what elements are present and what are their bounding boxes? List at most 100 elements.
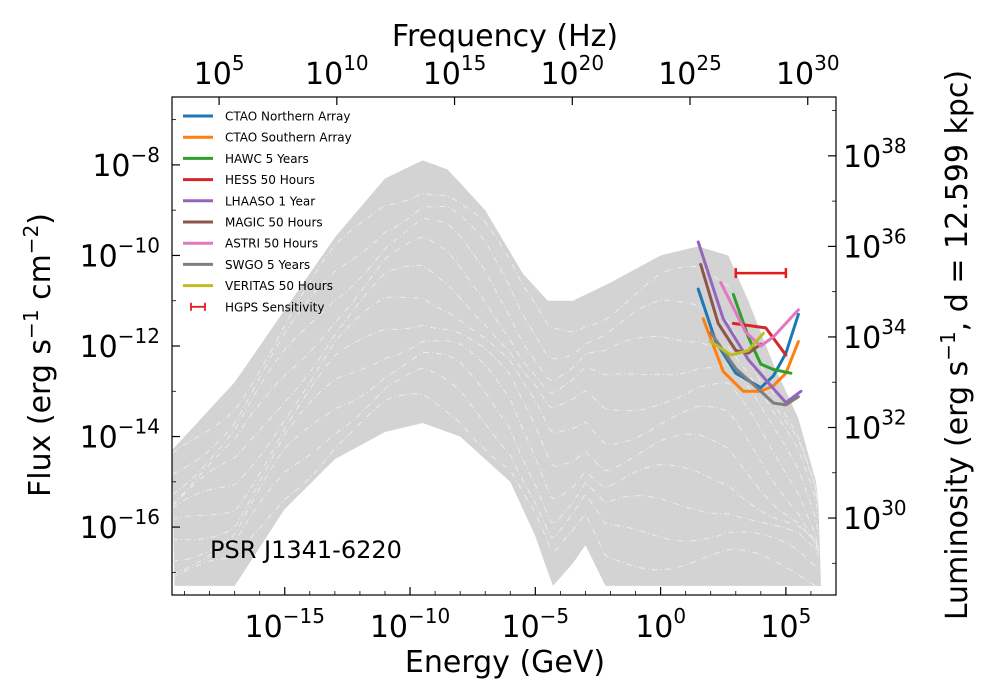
y-axis-label: Flux (erg s−1 cm−2)	[19, 213, 58, 497]
right-tick-label-base: 10	[843, 502, 881, 537]
right-axis-label: Luminosity (erg s−1, d = 12.599 kpc)	[936, 70, 975, 620]
legend-label: HAWC 5 Years	[225, 152, 309, 166]
legend: CTAO Northern Array CTAO Southern Array HA…	[183, 110, 352, 314]
y-axis-label-part: cm	[23, 254, 58, 309]
y-tick-label-exponent: −14	[118, 415, 160, 439]
axis-tick-labels: 10−15 10−10 10−5 100 10510−810−1010−1210−141…	[80, 51, 907, 645]
legend-label: HESS 50 Hours	[225, 173, 315, 187]
y-axis-label-part: )	[23, 213, 58, 225]
right-tick-label: 1034	[843, 315, 907, 356]
x-tick-label-exponent: 5	[799, 604, 812, 628]
y-tick-label-exponent: −12	[118, 324, 160, 348]
legend-label: SWGO 5 Years	[225, 258, 310, 272]
legend-label: ASTRI 50 Hours	[225, 237, 318, 251]
model-curve-texture	[171, 192, 819, 508]
top-tick-label-base: 10	[423, 57, 461, 92]
y-tick-label: 10−16	[80, 505, 160, 546]
curve-astri-50-hours	[719, 281, 800, 348]
right-tick-label-exponent: 38	[881, 134, 906, 158]
y-tick-label-base: 10	[80, 421, 118, 456]
right-tick-label-base: 10	[843, 230, 881, 265]
top-tick-label: 1030	[776, 51, 840, 92]
right-tick-label: 1032	[843, 405, 907, 446]
right-tick-label-exponent: 36	[881, 224, 906, 248]
top-tick-label: 105	[194, 51, 245, 92]
x-tick-label-base: 10	[501, 610, 539, 645]
top-axis-label: Frequency (Hz)	[392, 19, 618, 54]
y-tick-label: 10−14	[80, 415, 160, 456]
x-tick-label-exponent: −5	[540, 604, 569, 628]
x-tick-label: 105	[760, 604, 811, 645]
right-tick-label: 1036	[843, 224, 907, 265]
model-curve-texture	[171, 217, 819, 518]
right-tick-label: 1038	[843, 134, 907, 175]
legend-label: HGPS Sensitivity	[225, 300, 324, 314]
legend-label: MAGIC 50 Hours	[225, 216, 323, 230]
model-curve-texture	[171, 264, 819, 550]
model-curve-texture	[171, 340, 819, 549]
y-tick-label: 10−12	[80, 324, 160, 365]
right-axis-label-part: Luminosity (erg s	[940, 361, 975, 620]
x-tick-label-base: 10	[370, 610, 408, 645]
x-tick-label-base: 10	[760, 610, 798, 645]
legend-label: CTAO Southern Array	[225, 131, 352, 145]
y-tick-label-exponent: −16	[118, 505, 160, 529]
y-axis-label-sup: −1	[19, 309, 43, 338]
top-tick-label-base: 10	[776, 57, 814, 92]
right-tick-label-exponent: 34	[881, 315, 906, 339]
model-curve-texture	[171, 367, 819, 575]
top-tick-label-base: 10	[540, 57, 578, 92]
right-tick-label-exponent: 30	[881, 496, 906, 520]
model-curve-texture	[171, 236, 819, 535]
top-tick-label-exponent: 30	[814, 51, 839, 75]
sensitivity-curves	[696, 240, 803, 407]
y-tick-label-base: 10	[80, 511, 118, 546]
top-tick-label-exponent: 20	[579, 51, 604, 75]
top-tick-label: 1015	[423, 51, 487, 92]
model-band	[171, 160, 821, 589]
top-tick-label-exponent: 25	[696, 51, 721, 75]
curve-hess-50-hours	[731, 321, 788, 357]
curve-veritas-50-hours	[709, 331, 765, 357]
y-axis-label-part: Flux (erg s	[23, 339, 58, 497]
right-tick-label-base: 10	[843, 411, 881, 446]
hgps-errorbar	[734, 268, 788, 279]
x-tick-label-base: 10	[245, 610, 283, 645]
legend-label: CTAO Northern Array	[225, 110, 350, 124]
right-tick-label-exponent: 32	[881, 405, 906, 429]
y-tick-label-exponent: −10	[118, 233, 160, 257]
top-tick-label: 1010	[305, 51, 369, 92]
model-band-envelope	[172, 160, 821, 586]
top-tick-label-base: 10	[194, 57, 232, 92]
y-axis-label-sup: −2	[19, 225, 43, 254]
y-tick-label-exponent: −8	[131, 143, 160, 167]
model-curve-texture	[171, 296, 819, 555]
curve-lhaaso-1-year	[696, 240, 803, 405]
legend-label: LHAASO 1 Year	[225, 194, 315, 208]
model-curve-texture	[171, 351, 819, 562]
y-tick-label-base: 10	[92, 149, 130, 184]
y-tick-label-base: 10	[80, 330, 118, 365]
top-tick-label-base: 10	[305, 57, 343, 92]
top-tick-label-exponent: 5	[232, 51, 245, 75]
y-tick-label-base: 10	[80, 239, 118, 274]
right-axis-label-part: , d = 12.599 kpc)	[940, 70, 975, 331]
model-curve-texture	[171, 205, 819, 507]
x-tick-label-exponent: −10	[408, 604, 450, 628]
curve-magic-50-hours	[699, 263, 763, 355]
y-tick-label: 10−8	[92, 143, 160, 184]
x-tick-label-base: 10	[635, 610, 673, 645]
x-tick-label: 10−5	[501, 604, 569, 645]
legend-label: VERITAS 50 Hours	[225, 279, 333, 293]
right-tick-label-base: 10	[843, 140, 881, 175]
axis-ticks	[172, 97, 836, 595]
x-axis-label: Energy (GeV)	[405, 645, 605, 680]
x-tick-label-exponent: 0	[673, 604, 686, 628]
curve-hawc-5-years	[731, 292, 793, 375]
curve-swgo-5-years	[709, 330, 800, 407]
x-tick-label-exponent: −15	[283, 604, 325, 628]
model-curve-texture	[171, 393, 819, 589]
top-tick-label-base: 10	[658, 57, 696, 92]
x-tick-label: 10−15	[245, 604, 325, 645]
top-tick-label: 1025	[658, 51, 722, 92]
